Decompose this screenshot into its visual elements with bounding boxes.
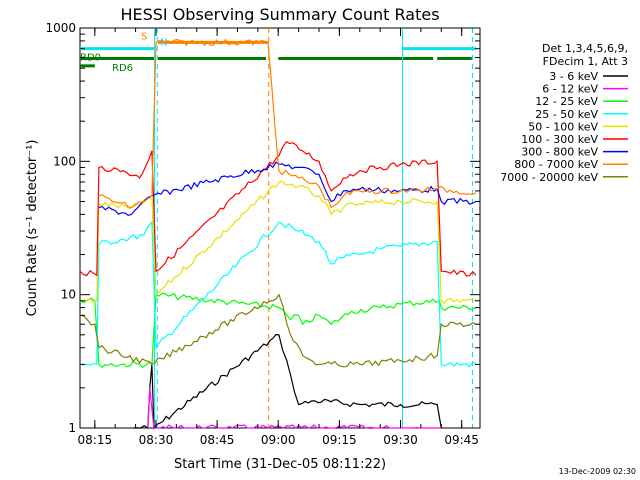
x-tick-label: 08:45	[200, 433, 235, 447]
y-tick-label: 100	[53, 154, 76, 168]
legend-label: 3 - 6 keV	[549, 70, 598, 83]
legend-label: 50 - 100 keV	[528, 120, 598, 133]
series-group	[79, 220, 477, 368]
chart-title: HESSI Observing Summary Count Rates	[120, 5, 439, 24]
x-tick-label: 09:15	[322, 433, 357, 447]
series-line	[98, 161, 477, 216]
legend-header-2: FDecim 1, Att 3	[543, 55, 628, 68]
legend-label: 25 - 50 keV	[535, 108, 598, 121]
legend-label: 7000 - 20000 keV	[500, 171, 598, 184]
series-line	[79, 220, 477, 368]
y-tick-label: 1000	[45, 21, 76, 35]
legend-label: 12 - 25 keV	[535, 95, 598, 108]
x-tick-label: 08:15	[78, 433, 113, 447]
legend-label: 100 - 300 keV	[521, 133, 598, 146]
flag-label-s: S	[141, 31, 147, 42]
y-axis: 1 10 100 1000	[45, 21, 480, 435]
legend-label: 6 - 12 keV	[542, 83, 598, 96]
x-tick-label: 09:30	[383, 433, 418, 447]
series-group	[79, 292, 477, 369]
series-group	[98, 38, 477, 209]
series-line	[79, 292, 477, 369]
footer-stamp: 13-Dec-2009 02:30	[559, 467, 636, 476]
series-line	[133, 333, 442, 430]
flag-label-rd6: RD6	[112, 63, 133, 74]
x-axis: 08:15 08:30 08:45 09:00 09:15 09:30 09:45	[78, 28, 479, 447]
series-line	[79, 141, 477, 277]
x-tick-label: 09:00	[261, 433, 296, 447]
plot-area	[79, 27, 481, 429]
series-group	[79, 141, 477, 277]
series-group	[98, 161, 477, 216]
flag-label-n: N	[160, 38, 167, 49]
legend: Det 1,3,4,5,6,9, FDecim 1, Att 3 3 - 6 k…	[500, 42, 628, 184]
x-tick-label: 08:30	[139, 433, 174, 447]
y-tick-label: 1	[68, 421, 76, 435]
y-tick-label: 10	[61, 288, 76, 302]
series-line	[79, 293, 477, 368]
flag-label-rd0: RD0	[80, 53, 101, 64]
legend-label: 800 - 7000 keV	[514, 158, 598, 171]
x-tick-label: 09:45	[444, 433, 479, 447]
x-axis-label: Start Time (31-Dec-05 08:11:22)	[174, 457, 386, 472]
legend-label: 300 - 800 keV	[521, 146, 598, 159]
series-line	[98, 38, 477, 209]
y-axis-label: Count Rate (s⁻¹ detector⁻¹)	[25, 140, 40, 317]
flag-bars: S N RD0 RD6	[80, 31, 476, 74]
series-group	[133, 333, 442, 430]
series-layer	[79, 38, 477, 430]
series-group	[79, 293, 477, 368]
legend-header-1: Det 1,3,4,5,6,9,	[542, 42, 628, 55]
